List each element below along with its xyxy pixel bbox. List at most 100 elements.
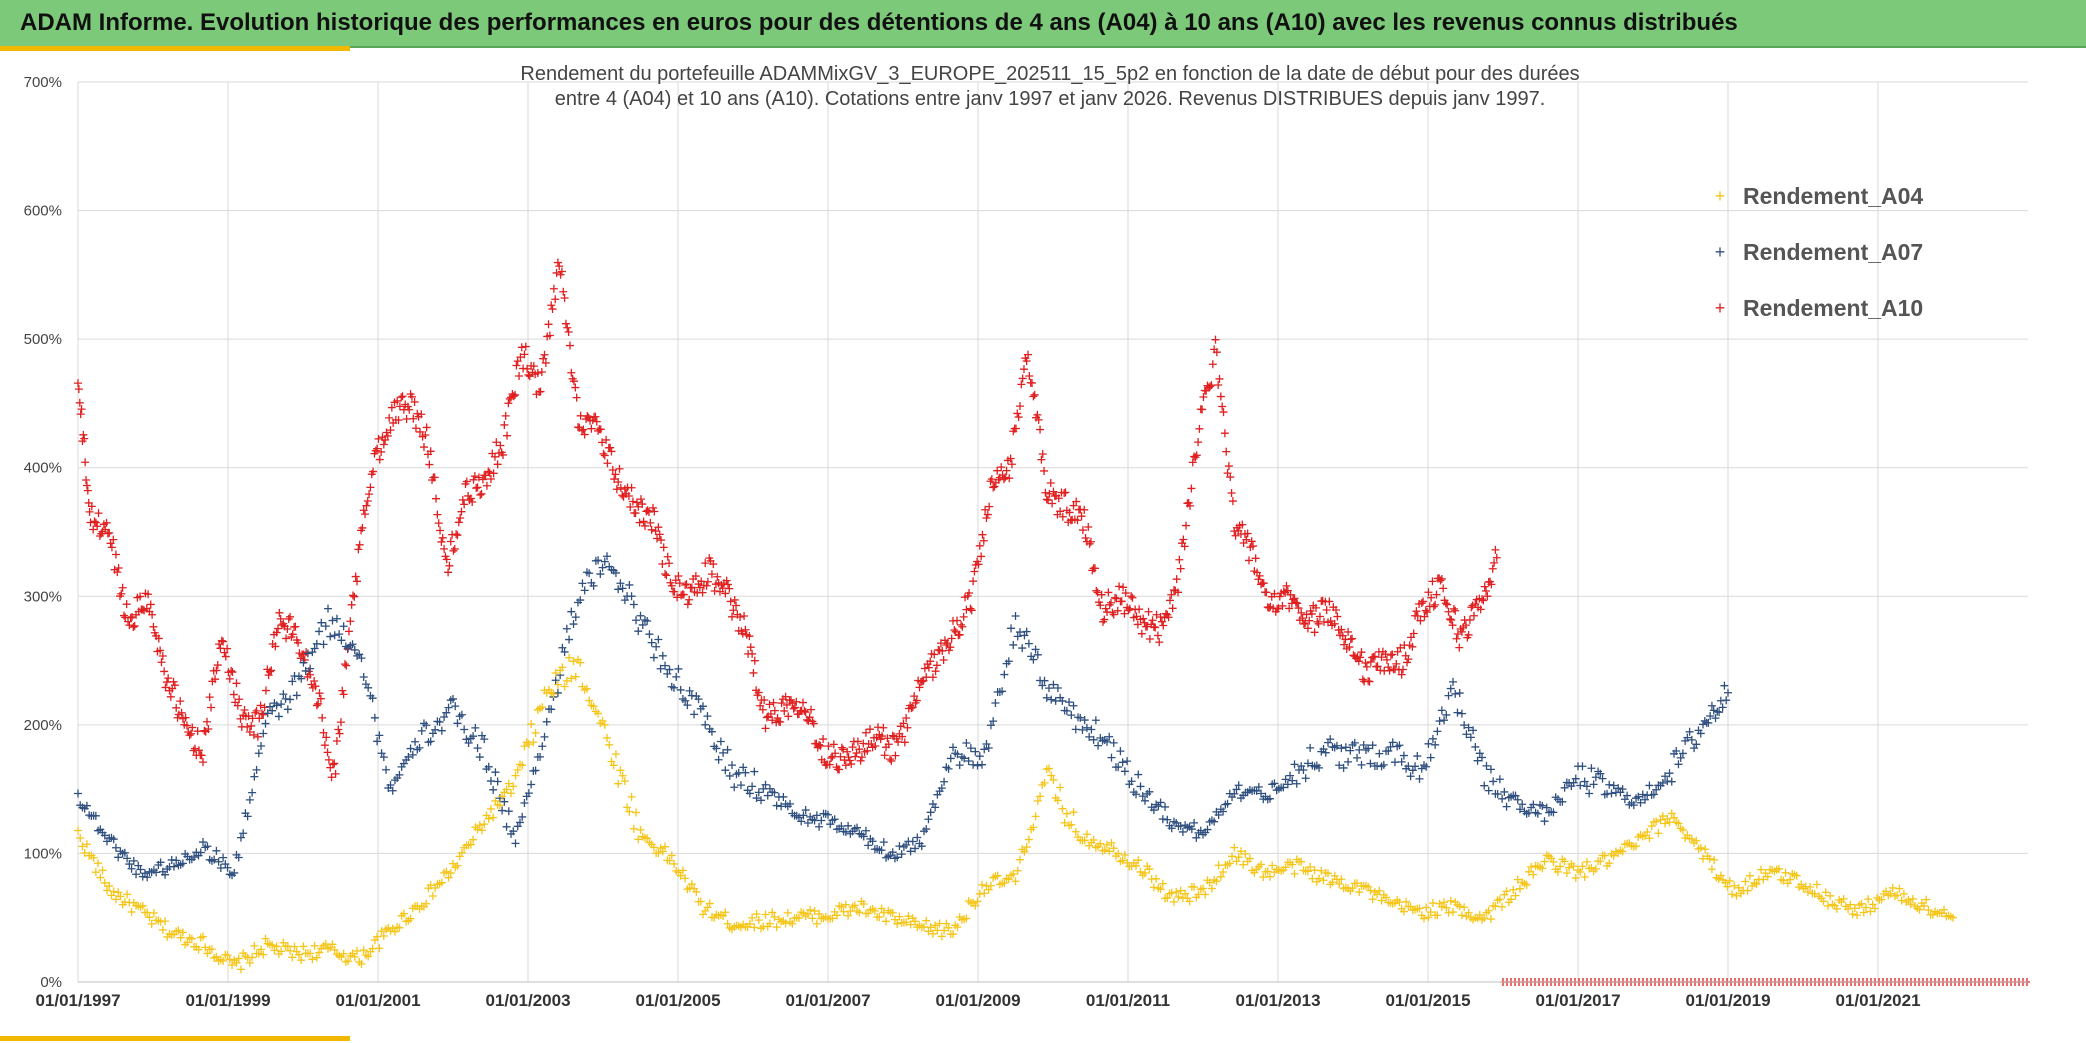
data-point (1254, 783, 1263, 792)
data-point (421, 430, 430, 439)
data-point (449, 546, 458, 555)
data-point (723, 919, 732, 928)
data-point (1513, 875, 1522, 884)
data-point (1462, 730, 1471, 739)
data-point (1569, 778, 1578, 787)
data-point (1419, 597, 1428, 606)
data-point (1005, 474, 1014, 483)
data-point (500, 797, 509, 806)
data-point (1444, 691, 1453, 700)
data-point (810, 816, 819, 825)
data-point (1707, 701, 1716, 710)
data-point (1239, 860, 1248, 869)
data-point (1212, 348, 1221, 357)
data-point (926, 808, 935, 817)
data-point (248, 714, 257, 723)
data-point (841, 900, 850, 909)
data-point (1315, 612, 1324, 621)
data-point (1386, 742, 1395, 751)
data-point (292, 691, 301, 700)
data-point (264, 671, 273, 680)
data-point (1155, 638, 1164, 647)
data-point (1301, 618, 1310, 627)
data-point (772, 923, 781, 932)
data-point (783, 908, 792, 917)
data-point (1294, 604, 1303, 613)
data-point (524, 370, 533, 379)
data-point (1395, 741, 1404, 750)
data-point (91, 518, 100, 527)
data-point (1507, 895, 1516, 904)
data-point (228, 668, 237, 677)
data-point (545, 331, 554, 340)
data-point (975, 752, 984, 761)
y-tick-label: 300% (24, 588, 62, 605)
data-point (846, 907, 855, 916)
data-point (1149, 806, 1158, 815)
data-point (442, 555, 451, 564)
data-point (1109, 844, 1118, 853)
data-point (571, 383, 580, 392)
data-point (1707, 865, 1716, 874)
data-point (1291, 598, 1300, 607)
data-point (1493, 790, 1502, 799)
data-point (520, 799, 529, 808)
data-point (1165, 596, 1174, 605)
data-point (1103, 840, 1112, 849)
data-point (265, 667, 274, 676)
data-point (1426, 753, 1435, 762)
data-point (991, 698, 1000, 707)
data-point (812, 811, 821, 820)
data-point (591, 412, 600, 421)
data-point (745, 789, 754, 798)
data-point (223, 644, 232, 653)
data-point (940, 777, 949, 786)
data-point (1623, 791, 1632, 800)
data-point (1156, 885, 1165, 894)
data-point (685, 884, 694, 893)
data-point (745, 919, 754, 928)
data-point (1268, 861, 1277, 870)
data-point (355, 540, 364, 549)
data-point (271, 642, 280, 651)
data-point (272, 628, 281, 637)
data-point (817, 816, 826, 825)
data-point (803, 818, 812, 827)
data-point (1895, 884, 1904, 893)
data-point (492, 438, 501, 447)
data-point (152, 868, 161, 877)
data-point (763, 791, 772, 800)
data-point (598, 438, 607, 447)
data-point (382, 765, 391, 774)
data-point (1046, 479, 1055, 488)
data-point (1219, 408, 1228, 417)
data-point (1167, 824, 1176, 833)
data-point (1527, 862, 1536, 871)
data-point (1826, 891, 1835, 900)
data-point (912, 696, 921, 705)
data-point (629, 824, 638, 833)
data-point (703, 712, 712, 721)
data-point (608, 465, 617, 474)
data-point (1054, 494, 1063, 503)
data-point (375, 944, 384, 953)
data-point (1143, 622, 1152, 631)
data-point (1636, 798, 1645, 807)
data-point (1108, 608, 1117, 617)
x-tick-label: 01/01/2003 (485, 991, 570, 1010)
data-point (240, 706, 249, 715)
data-point (342, 661, 351, 670)
data-point (469, 475, 478, 484)
data-point (1453, 708, 1462, 717)
data-point (1457, 911, 1466, 920)
data-point (1076, 713, 1085, 722)
data-point (1115, 582, 1124, 591)
data-point (1203, 825, 1212, 834)
data-point (212, 952, 221, 961)
data-point (277, 700, 286, 709)
data-point (877, 904, 886, 913)
data-point (1368, 895, 1377, 904)
data-point (1114, 849, 1123, 858)
data-point (1362, 662, 1371, 671)
data-point (256, 701, 265, 710)
